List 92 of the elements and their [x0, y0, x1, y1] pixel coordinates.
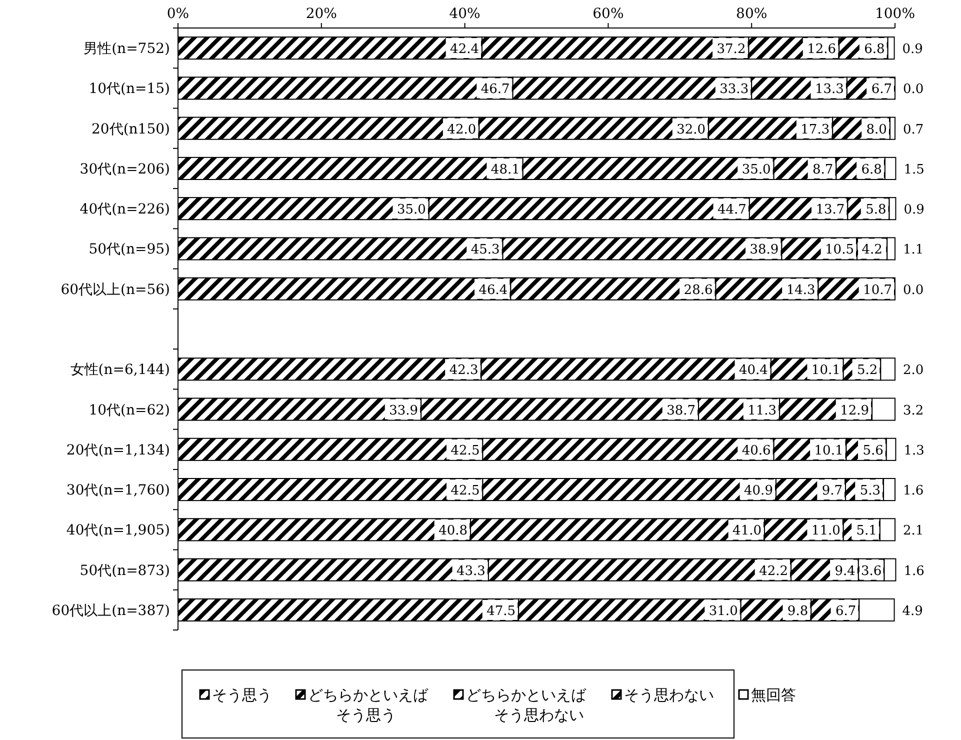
- data-label: 0.9: [902, 42, 923, 58]
- data-label: 10.5: [825, 242, 854, 258]
- data-label: 40.6: [742, 443, 771, 458]
- x-tick-label: 20%: [306, 6, 337, 22]
- data-label: 11.0: [811, 524, 840, 539]
- data-label: 47.5: [486, 604, 516, 619]
- data-label: 12.9: [840, 403, 870, 418]
- data-label: 38.9: [750, 242, 779, 258]
- data-label: 10.1: [811, 363, 840, 378]
- data-label: 5.2: [856, 363, 878, 378]
- data-label: 42.5: [450, 443, 480, 458]
- data-label: 41.0: [732, 524, 762, 539]
- x-tick-label: 0%: [166, 6, 190, 22]
- y-tick-label: 40代(n=1,905): [66, 522, 170, 539]
- x-tick-label: 40%: [449, 6, 480, 22]
- y-tick-label: 40代(n=226): [80, 202, 170, 218]
- data-label: 1.6: [904, 564, 924, 579]
- data-label: 42.0: [447, 122, 476, 138]
- data-label: 32.0: [676, 122, 706, 138]
- data-label: 10.1: [814, 443, 844, 458]
- data-label: 42.2: [759, 564, 788, 579]
- data-label: 0.7: [903, 122, 924, 138]
- data-label: 4.2: [862, 242, 882, 258]
- data-label: 28.6: [684, 282, 713, 298]
- y-tick-label: 10代(n=15): [88, 81, 170, 98]
- data-label: 42.3: [449, 363, 478, 378]
- y-tick-label: 50代(n=873): [80, 562, 170, 579]
- data-label: 14.3: [786, 282, 816, 298]
- data-label: 37.2: [716, 42, 746, 58]
- data-label: 46.4: [478, 282, 508, 298]
- data-label: 33.9: [389, 403, 418, 418]
- data-label: 43.3: [456, 564, 486, 579]
- y-tick-label: 20代(n=1,134): [66, 442, 170, 458]
- data-label: 1.5: [904, 162, 924, 178]
- data-label: 0.9: [904, 202, 924, 218]
- data-label: 8.0: [866, 122, 887, 138]
- data-label: 48.1: [490, 162, 520, 178]
- y-tick-label: 30代(n=1,760): [66, 482, 170, 499]
- data-label: 0.0: [903, 282, 924, 298]
- data-label: 0.0: [903, 82, 924, 98]
- y-tick-label: 20代(n150): [92, 121, 170, 138]
- data-label: 35.0: [742, 162, 771, 178]
- data-label: 2.0: [903, 363, 924, 378]
- data-label: 5.3: [860, 484, 881, 499]
- data-label: 4.9: [902, 604, 923, 619]
- data-label: 6.7: [871, 82, 892, 98]
- data-label: 6.8: [864, 42, 885, 58]
- y-tick-label: 女性(n=6,144): [70, 362, 170, 378]
- data-label: 38.7: [666, 403, 696, 418]
- x-tick-label: 100%: [874, 6, 916, 22]
- data-label: 33.3: [720, 82, 749, 98]
- data-label: 8.7: [812, 162, 834, 178]
- legend-label: 無回答: [751, 686, 796, 704]
- data-label: 5.8: [866, 202, 886, 218]
- data-label: 1.6: [903, 484, 924, 499]
- data-label: 5.1: [856, 524, 877, 539]
- data-label: 45.3: [470, 242, 500, 258]
- data-label: 44.7: [717, 202, 746, 218]
- data-label: 9.4: [834, 564, 856, 579]
- y-tick-label: 男性(n=752): [84, 41, 170, 58]
- data-label: 17.3: [800, 122, 830, 138]
- data-label: 6.8: [861, 162, 882, 178]
- data-label: 40.9: [744, 484, 773, 499]
- data-label: 46.7: [480, 82, 510, 98]
- y-tick-label: 60代以上(n=387): [52, 602, 170, 619]
- data-label: 12.6: [807, 42, 836, 58]
- data-label: 6.7: [835, 604, 856, 619]
- data-label: 40.4: [739, 363, 768, 378]
- y-tick-label: 10代(n=62): [88, 402, 170, 418]
- data-label: 3.6: [860, 564, 882, 579]
- x-tick-label: 80%: [736, 6, 768, 22]
- data-label: 9.7: [822, 484, 843, 499]
- y-tick-label: 50代(n=95): [88, 242, 170, 258]
- x-tick-label: 60%: [592, 6, 624, 22]
- data-label: 5.6: [862, 443, 884, 458]
- y-tick-label: 60代以上(n=56): [60, 282, 170, 298]
- y-tick-label: 30代(n=206): [80, 161, 170, 178]
- data-label: 1.3: [904, 443, 924, 458]
- data-label: 40.8: [438, 524, 468, 539]
- data-label: 42.4: [450, 42, 480, 58]
- data-label: 2.1: [903, 524, 924, 539]
- legend-label: そう思う: [212, 686, 272, 704]
- data-label: 13.3: [815, 82, 844, 98]
- data-label: 1.1: [903, 242, 924, 258]
- data-label: 10.7: [863, 282, 892, 298]
- data-label: 13.7: [816, 202, 845, 218]
- data-label: 9.8: [787, 604, 808, 619]
- data-label: 11.3: [748, 403, 777, 418]
- data-label: 35.0: [396, 202, 426, 218]
- data-label: 3.2: [903, 403, 924, 418]
- data-label: 42.5: [450, 484, 480, 499]
- data-label: 31.0: [708, 604, 738, 619]
